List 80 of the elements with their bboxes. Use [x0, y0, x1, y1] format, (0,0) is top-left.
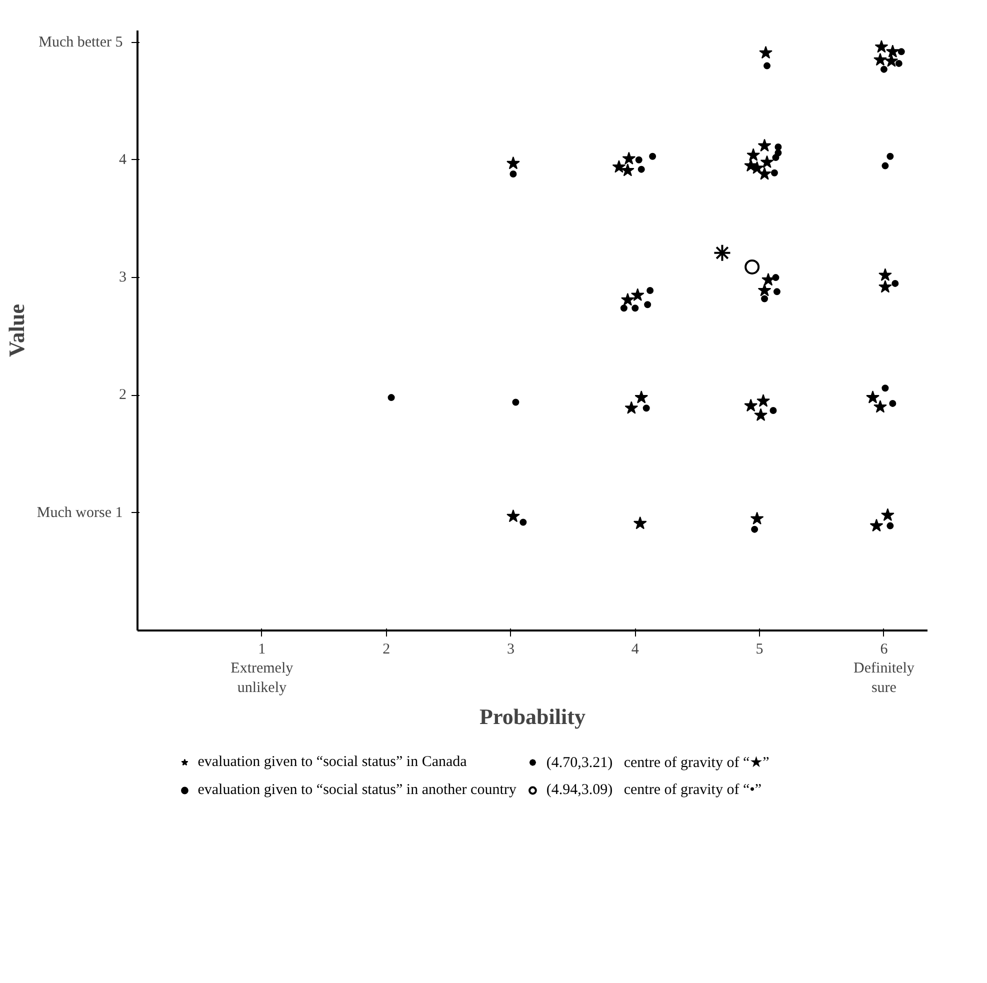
legend-label: evaluation given to “social status” in Canada: [198, 754, 467, 770]
point: [773, 288, 780, 296]
point: [622, 152, 636, 164]
point: [506, 509, 520, 522]
point: [759, 46, 772, 59]
point: [874, 40, 888, 53]
point: [878, 280, 892, 293]
x-tick-label: 5: [756, 642, 764, 658]
point: [713, 244, 732, 262]
point: [881, 508, 894, 521]
point: [630, 288, 644, 301]
y-tick-label: Much better 5: [38, 34, 123, 50]
point: [751, 526, 758, 533]
point: [895, 60, 902, 67]
y-tick-label: 3: [119, 270, 126, 286]
point: [632, 304, 639, 312]
legend-label: (4.70,3.21) centre of gravity of “★”: [546, 754, 770, 772]
point: [889, 400, 896, 407]
point: [760, 155, 774, 168]
point: [620, 292, 634, 306]
point: [772, 154, 780, 162]
point: [746, 148, 760, 161]
x-axis-title: Probability: [480, 704, 586, 729]
point: [764, 62, 771, 70]
point: [870, 518, 884, 532]
y-tick-label: Much worse 1: [36, 504, 123, 521]
point: [620, 304, 628, 312]
point: [761, 295, 768, 302]
point: [770, 407, 777, 414]
point: [512, 398, 520, 406]
point: [744, 398, 758, 412]
legend-label: (4.94,3.09) centre of gravity of “•”: [546, 782, 762, 798]
point: [644, 301, 652, 308]
point: [898, 48, 905, 56]
legend-label: evaluation given to “social status” in another country: [198, 782, 516, 798]
point: [774, 143, 782, 150]
point: [520, 518, 527, 526]
y-tick-label: 2: [119, 387, 126, 404]
point: [866, 390, 880, 404]
point: [612, 160, 626, 173]
point: [756, 394, 770, 407]
x-tick-label: 3: [506, 642, 514, 658]
point: [649, 152, 656, 160]
point: [884, 54, 898, 67]
point: [758, 167, 772, 180]
point: [758, 138, 772, 152]
point: [750, 512, 764, 524]
point: [878, 268, 892, 281]
point: [754, 408, 768, 421]
point: [642, 404, 650, 412]
point: [886, 152, 894, 160]
point: [638, 166, 645, 173]
point: [646, 287, 654, 294]
point: [620, 164, 634, 176]
point: [744, 259, 760, 274]
x-tick-label: 1 Extremely unlikely: [230, 642, 294, 696]
x-tick-label: 6 Definitely sure: [854, 642, 915, 696]
point: [635, 156, 642, 164]
x-tick-label: 2: [382, 642, 390, 658]
point: [886, 522, 894, 530]
point: [624, 401, 638, 414]
point: [634, 390, 648, 404]
point: [880, 66, 888, 73]
point: [506, 156, 520, 170]
point: [633, 516, 647, 530]
point: [388, 394, 395, 402]
x-tick-label: 4: [631, 642, 640, 658]
point: [892, 280, 899, 287]
point: [882, 162, 889, 170]
point: [758, 284, 772, 296]
point: [874, 400, 887, 413]
point: [886, 44, 900, 58]
y-axis-title: Value: [4, 304, 29, 357]
point: [874, 52, 887, 66]
point: [770, 169, 778, 176]
point: [882, 384, 889, 392]
point: [772, 274, 780, 282]
point: [762, 272, 775, 286]
y-tick-label: 4: [119, 152, 127, 168]
point: [510, 170, 517, 178]
